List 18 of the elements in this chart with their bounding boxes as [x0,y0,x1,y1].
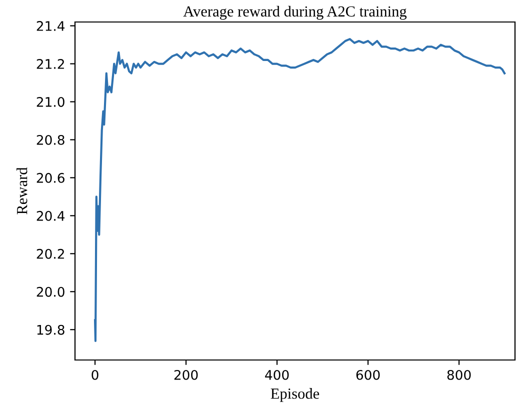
x-axis-title: Episode [270,388,320,402]
x-tick-label: 800 [447,370,471,380]
x-tick-label: 0 [92,370,98,380]
y-tick-label: 21.0 [36,96,64,107]
y-tick-label: 21.4 [36,21,65,31]
y-tick-label: 19.8 [37,324,64,335]
y-tick-label: 21.2 [36,58,64,69]
y-tick-label: 20.2 [36,248,64,259]
x-tick-label: 400 [265,370,289,380]
y-tick-label: 20.4 [36,210,65,221]
y-axis-title: Reward [16,167,28,214]
line-series [94,38,506,342]
y-tick-label: 20.8 [36,134,64,145]
x-tick-label: 200 [174,370,198,380]
y-tick-label: 20.0 [36,286,64,297]
chart-title: Average reward during A2C training [183,6,407,20]
y-tick-label: 20.6 [36,172,64,183]
x-tick-label: 600 [356,370,380,380]
